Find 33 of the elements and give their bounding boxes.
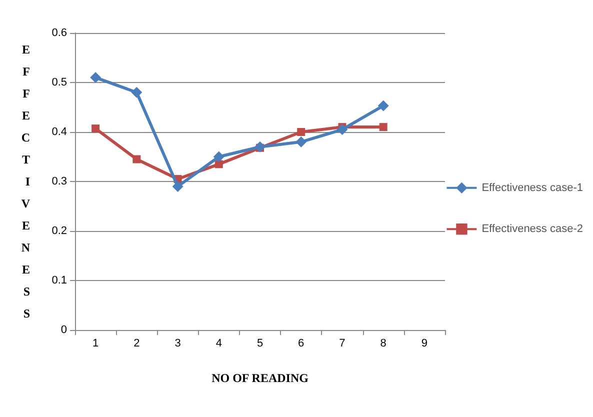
text: EFFECTIVENESS <box>21 42 30 320</box>
x-tick-label: 2 <box>134 338 140 350</box>
x-tick-label: 4 <box>216 338 222 350</box>
y-tick-label: 0.5 <box>52 76 67 88</box>
legend-label: Effectiveness case-2 <box>482 223 584 236</box>
x-tick-label: 6 <box>298 338 304 350</box>
point <box>296 136 307 148</box>
point <box>297 128 306 136</box>
x-tick-label: 5 <box>256 338 264 350</box>
x-tick-label: 9 <box>421 338 428 350</box>
y-tick-label: 0.4 <box>52 126 67 138</box>
point <box>172 180 184 192</box>
x-tick-label: 1 <box>92 338 99 350</box>
point <box>379 123 388 132</box>
point <box>213 151 224 162</box>
x-tick-label: 8 <box>380 338 386 350</box>
x-axis-title: NO OF READING <box>212 371 308 385</box>
y-tick-label: 0.1 <box>52 274 67 286</box>
point <box>92 124 100 133</box>
point <box>90 72 102 84</box>
y-tick-label: 0.6 <box>52 27 67 39</box>
y-tick-label: 0.2 <box>52 225 67 237</box>
x-tick-label: 7 <box>339 338 346 350</box>
y-tick-label: 0 <box>60 324 67 336</box>
y-tick-label: 0.3 <box>52 176 67 188</box>
point <box>378 100 389 112</box>
point <box>214 160 223 168</box>
point <box>254 141 266 152</box>
x-tick-label: 3 <box>174 338 181 350</box>
point <box>132 155 141 164</box>
point <box>336 124 348 136</box>
legend-label: Effectiveness case-1 <box>482 182 584 194</box>
point <box>131 86 142 98</box>
